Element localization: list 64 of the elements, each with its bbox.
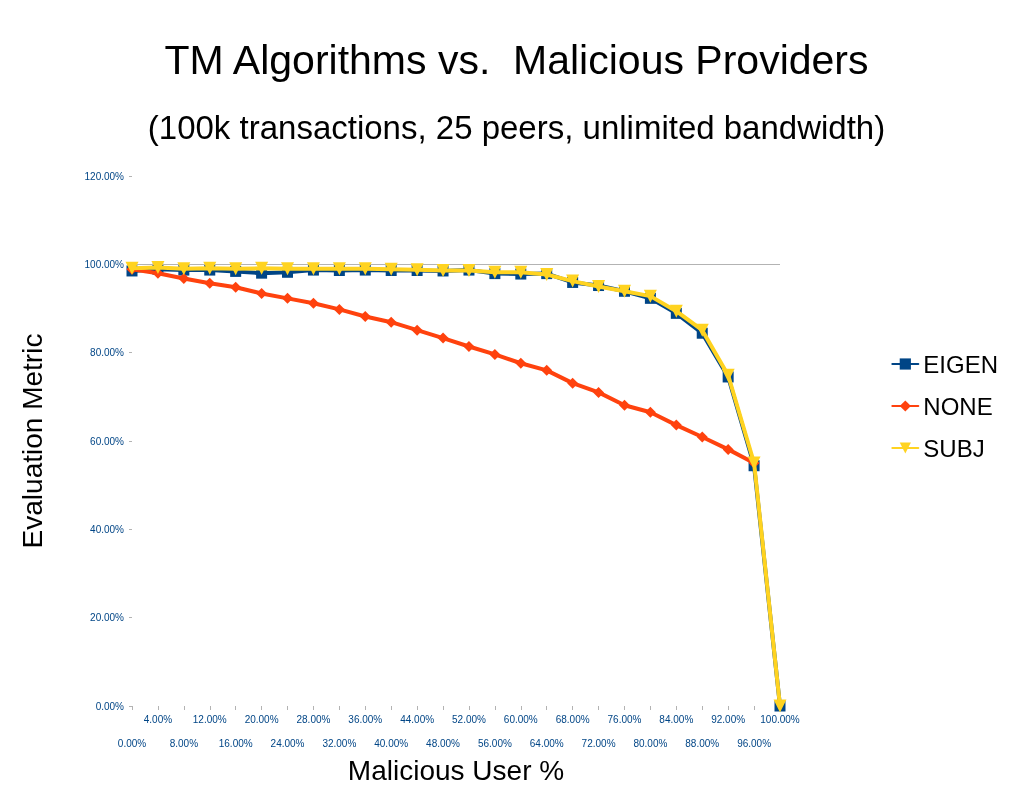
x-tick-label: 8.00% [169, 737, 199, 749]
x-tick-label: 4.00% [143, 713, 173, 725]
x-tick-label: 76.00% [607, 713, 642, 725]
x-tick-label: 64.00% [529, 737, 564, 749]
point [463, 340, 475, 352]
point [670, 419, 682, 431]
x-tick-label: 20.00% [244, 713, 279, 725]
point [541, 364, 553, 376]
x-tick-label: 0.00% [117, 737, 147, 749]
x-tick-label: 72.00% [581, 737, 616, 749]
y-axis-title: Evaluation Metric [16, 333, 48, 549]
x-tick-label: 16.00% [218, 737, 253, 749]
x-tick-label: 60.00% [503, 713, 538, 725]
point [437, 332, 449, 344]
y-tick-label: 100.00% [84, 258, 125, 270]
point [307, 297, 319, 309]
chart-title: TM Algorithms vs. Malicious Providers [164, 36, 869, 83]
x-tick-label: 100.00% [760, 713, 800, 725]
x-tick-label: 12.00% [192, 713, 227, 725]
point [230, 281, 242, 293]
x-tick-label: 84.00% [659, 713, 694, 725]
x-tick-label: 40.00% [374, 737, 409, 749]
x-tick-label: 96.00% [737, 737, 772, 749]
point [178, 272, 190, 284]
chart-subtitle: (100k transactions, 25 peers, unlimited bandwidth) [147, 109, 886, 146]
point [282, 292, 294, 304]
point [359, 310, 371, 322]
point [696, 431, 708, 443]
y-tick-label: 60.00% [90, 435, 125, 447]
point [567, 377, 579, 389]
y-tick-label: 80.00% [90, 347, 125, 359]
point [644, 406, 656, 418]
point [695, 323, 709, 337]
legend-label: NONE [923, 392, 993, 420]
point [256, 287, 268, 299]
x-tick-label: 36.00% [348, 713, 383, 725]
point [618, 399, 630, 411]
x-tick-label: 80.00% [633, 737, 668, 749]
y-tick-label: 0.00% [95, 700, 125, 712]
x-tick-label: 24.00% [270, 737, 305, 749]
y-tick-label: 20.00% [90, 612, 125, 624]
point [281, 262, 295, 276]
point [411, 324, 423, 336]
y-tick-label: 120.00% [84, 170, 125, 182]
x-axis-title: Malicious User % [347, 754, 565, 786]
point [489, 348, 501, 360]
point [385, 316, 397, 328]
x-tick-label: 56.00% [477, 737, 512, 749]
legend-label: SUBJ [923, 434, 985, 462]
point [593, 386, 605, 398]
x-tick-label: 68.00% [555, 713, 590, 725]
legend-label: EIGEN [923, 350, 998, 378]
point [255, 261, 269, 275]
point [722, 443, 734, 455]
point [515, 357, 527, 369]
x-tick-label: 28.00% [296, 713, 331, 725]
x-tick-label: 88.00% [685, 737, 720, 749]
x-tick-label: 52.00% [452, 713, 487, 725]
x-tick-label: 44.00% [400, 713, 435, 725]
x-tick-label: 92.00% [711, 713, 746, 725]
y-tick-label: 40.00% [90, 523, 125, 535]
x-tick-label: 48.00% [426, 737, 461, 749]
point [333, 303, 345, 315]
x-tick-label: 32.00% [322, 737, 357, 749]
